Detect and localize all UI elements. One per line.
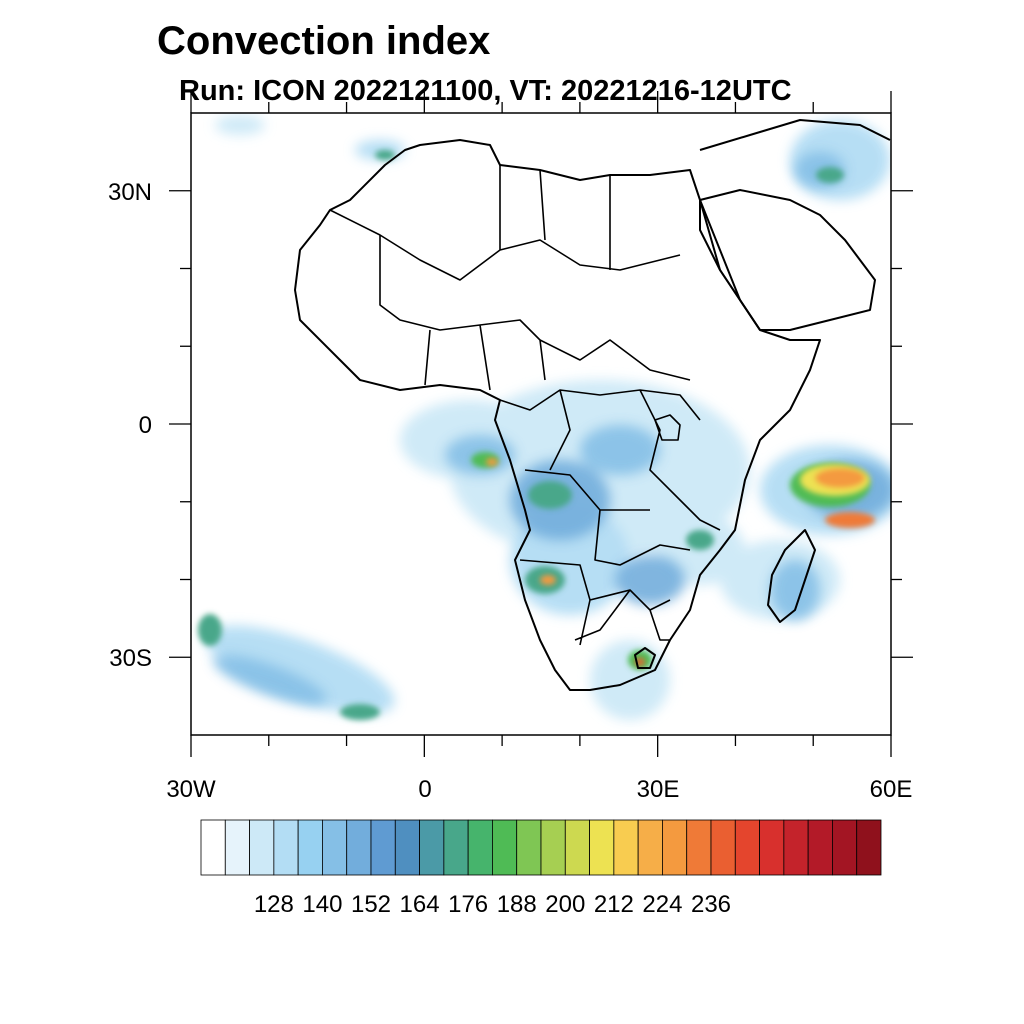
red-sea-coastline xyxy=(699,199,761,331)
colorbar-swatch xyxy=(734,819,760,876)
colorbar-swatch xyxy=(370,819,396,876)
map-panel xyxy=(169,91,913,757)
colorbar-swatch xyxy=(346,819,372,876)
madagascar-coastline xyxy=(767,529,816,623)
colorbar-label: 188 xyxy=(497,891,537,918)
hotspot-indian-ocean-orange xyxy=(815,468,865,488)
colorbar-swatch xyxy=(856,819,882,876)
hotspot-namibia xyxy=(540,575,556,585)
colorbar-swatch xyxy=(516,819,542,876)
colorbar-swatch xyxy=(589,819,615,876)
colorbar-label: 128 xyxy=(254,891,294,918)
x-tick-label-60e: 60E xyxy=(870,776,913,803)
y-tick-label-0: 0 xyxy=(139,412,152,439)
colorbar-label: 200 xyxy=(545,891,585,918)
colorbar-label: 224 xyxy=(642,891,682,918)
convection-core-drc xyxy=(580,425,660,475)
colorbar-swatch xyxy=(613,819,639,876)
colorbar-swatch xyxy=(297,819,323,876)
great-lakes-outline xyxy=(654,414,681,441)
colorbar-swatch xyxy=(783,819,809,876)
convection-region-north-atlantic xyxy=(215,115,265,135)
colorbar-swatch xyxy=(467,819,493,876)
colorbar-swatch xyxy=(759,819,785,876)
convection-field xyxy=(198,115,891,720)
x-tick-label-30e: 30E xyxy=(637,776,680,803)
colorbar-label: 236 xyxy=(691,891,731,918)
convection-peak-morocco xyxy=(375,150,395,160)
colorbar-swatch xyxy=(443,819,469,876)
x-tick-label-30w: 30W xyxy=(166,776,216,803)
middle-east-coastline xyxy=(699,119,891,151)
colorbar-swatch xyxy=(273,819,299,876)
x-tick-label-0: 0 xyxy=(418,776,431,803)
country-borders xyxy=(329,165,721,646)
convection-peak-atlantic-south xyxy=(340,704,380,720)
colorbar-swatch xyxy=(710,819,736,876)
colorbar-label: 212 xyxy=(594,891,634,918)
convection-peak-atlantic-west xyxy=(198,614,222,646)
y-axis-labels: 30N 0 30S xyxy=(108,179,152,672)
lesotho-outline xyxy=(634,647,656,669)
colorbar xyxy=(200,819,882,876)
convection-region-atlantic-band xyxy=(205,625,395,715)
colorbar-swatch xyxy=(540,819,566,876)
colorbar-labels: 128 140 152 164 176 188 200 212 224 236 xyxy=(254,891,731,918)
hotspot-indian-ocean-south xyxy=(825,512,875,528)
colorbar-swatch xyxy=(200,819,226,876)
x-axis-labels: 30W 0 30E 60E xyxy=(166,776,912,803)
colorbar-swatch xyxy=(564,819,590,876)
colorbar-label: 164 xyxy=(400,891,440,918)
colorbar-swatch xyxy=(224,819,250,876)
convection-peak-angola-north xyxy=(528,481,572,509)
colorbar-swatch xyxy=(637,819,663,876)
colorbar-swatch xyxy=(686,819,712,876)
coastlines-borders xyxy=(294,119,891,691)
convection-core-atlantic xyxy=(213,655,327,705)
colorbar-swatch xyxy=(322,819,348,876)
map-subtitle: Run: ICON 2022121100, VT: 20221216-12UTC xyxy=(179,75,792,107)
colorbar-swatch xyxy=(419,819,445,876)
colorbar-label: 140 xyxy=(302,891,342,918)
map-title: Convection index xyxy=(157,19,490,63)
colorbar-swatch xyxy=(492,819,518,876)
convection-peak-arabia xyxy=(816,167,844,183)
colorbar-label: 176 xyxy=(448,891,488,918)
y-tick-label-30s: 30S xyxy=(109,645,152,672)
colorbar-swatch xyxy=(394,819,420,876)
hotspot-gabon xyxy=(486,458,498,466)
africa-coastline xyxy=(294,139,821,691)
colorbar-swatch xyxy=(662,819,688,876)
colorbar-swatch xyxy=(807,819,833,876)
axis-ticks xyxy=(169,91,913,757)
convection-peak-malawi xyxy=(686,530,714,550)
colorbar-swatch xyxy=(249,819,275,876)
colorbar-label: 152 xyxy=(351,891,391,918)
colorbar-swatch xyxy=(832,819,858,876)
y-tick-label-30n: 30N xyxy=(108,179,152,206)
